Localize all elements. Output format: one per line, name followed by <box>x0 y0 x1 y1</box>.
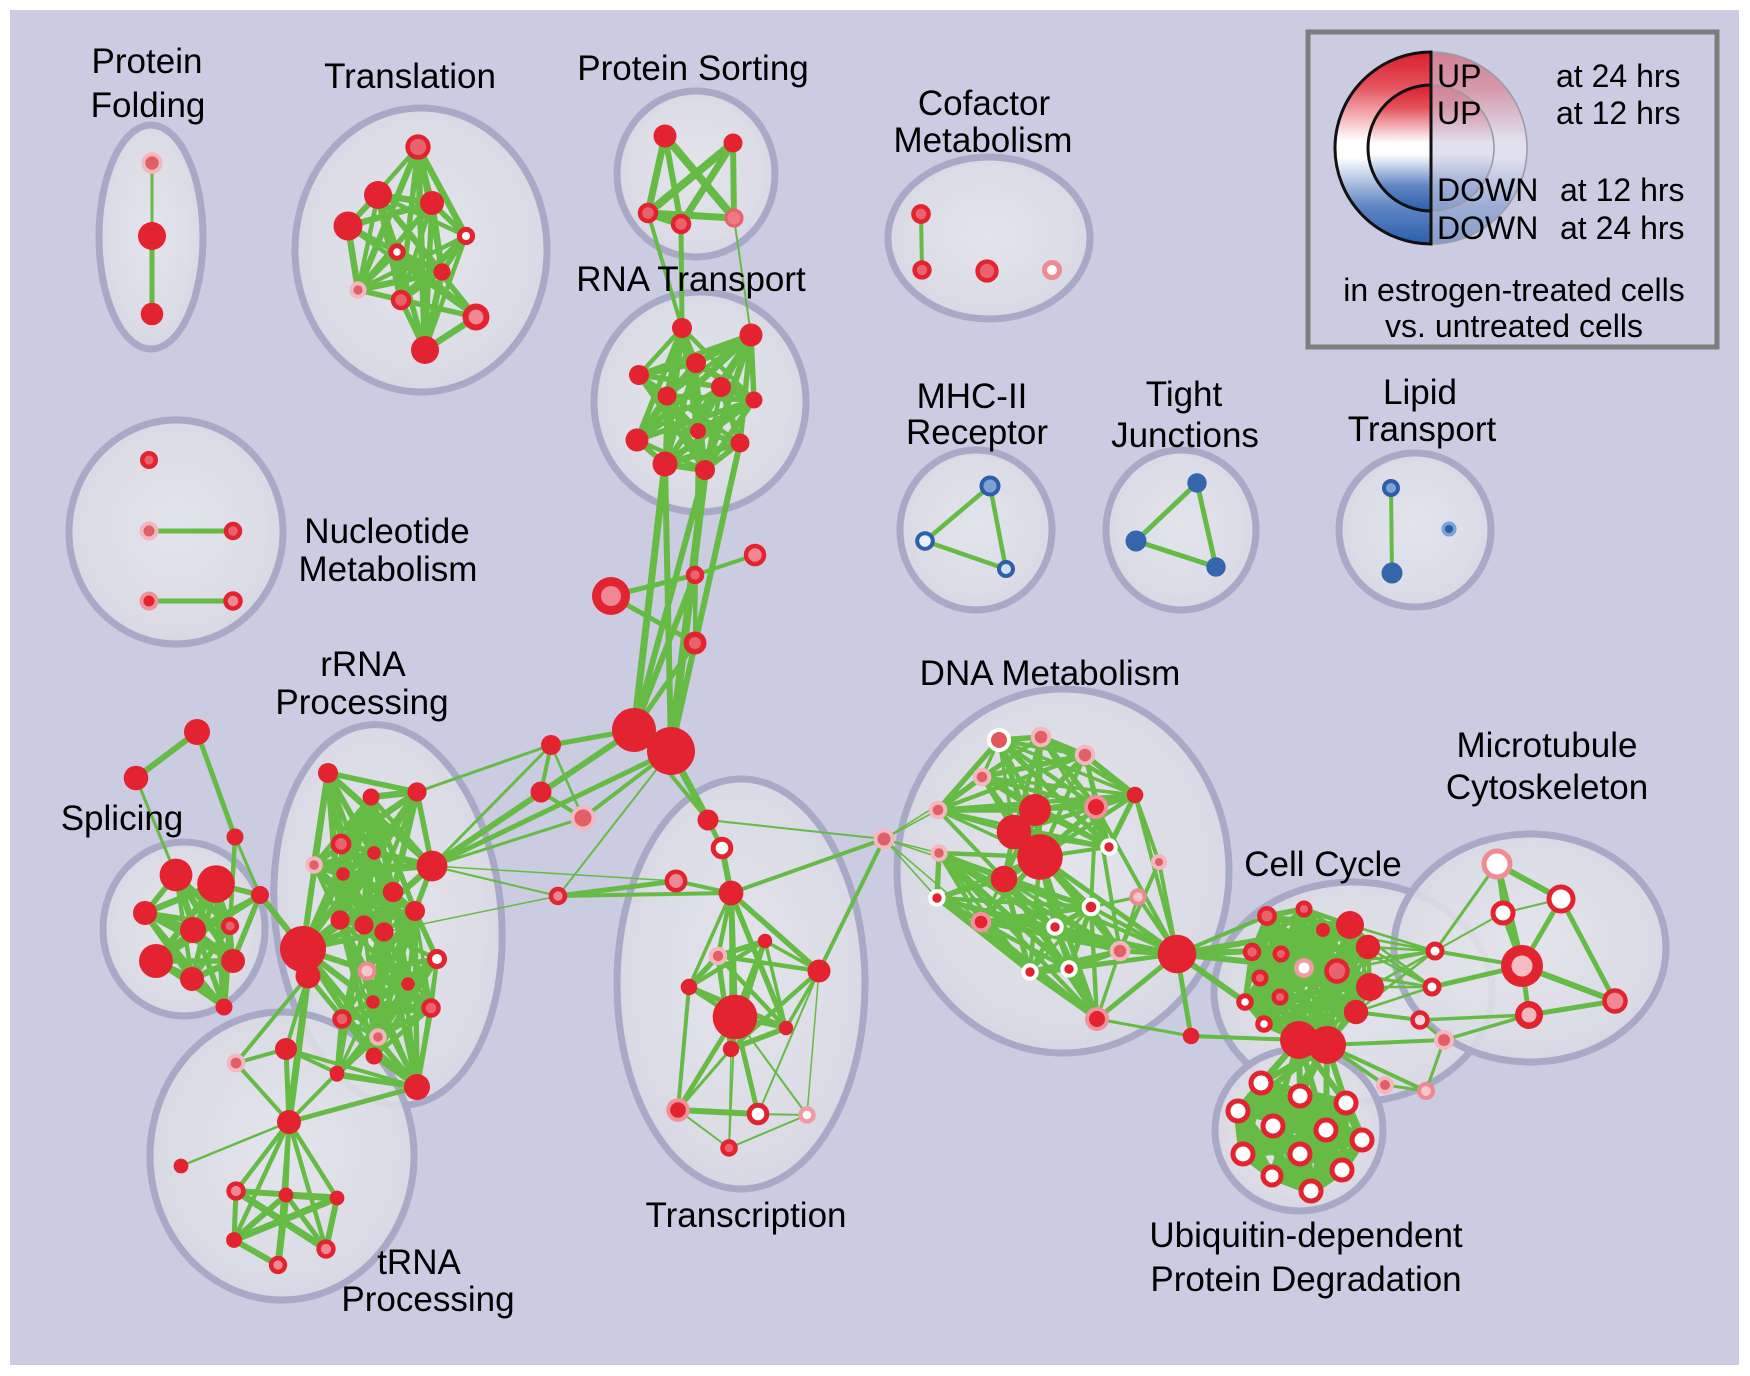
svg-text:DOWN: DOWN <box>1437 172 1538 208</box>
svg-text:Transcription: Transcription <box>646 1196 847 1235</box>
svg-text:Metabolism: Metabolism <box>894 121 1073 160</box>
svg-text:DNA Metabolism: DNA Metabolism <box>920 654 1181 693</box>
svg-text:at 24 hrs: at 24 hrs <box>1556 58 1681 94</box>
svg-text:Protein Degradation: Protein Degradation <box>1150 1260 1461 1299</box>
svg-text:Cell Cycle: Cell Cycle <box>1244 845 1402 884</box>
svg-text:in estrogen-treated cells: in estrogen-treated cells <box>1343 272 1685 308</box>
svg-text:Metabolism: Metabolism <box>299 550 478 589</box>
svg-text:tRNA: tRNA <box>377 1243 461 1282</box>
svg-text:Microtubule: Microtubule <box>1457 726 1638 765</box>
svg-text:at 24 hrs: at 24 hrs <box>1560 210 1685 246</box>
svg-text:at 12 hrs: at 12 hrs <box>1556 95 1681 131</box>
svg-text:DOWN: DOWN <box>1437 210 1538 246</box>
svg-text:at 12 hrs: at 12 hrs <box>1560 172 1685 208</box>
svg-text:rRNA: rRNA <box>320 645 406 684</box>
svg-text:UP: UP <box>1437 58 1481 94</box>
svg-text:RNA Transport: RNA Transport <box>576 260 806 299</box>
svg-text:Translation: Translation <box>324 57 496 96</box>
svg-text:Processing: Processing <box>341 1280 514 1319</box>
svg-text:vs. untreated cells: vs. untreated cells <box>1385 308 1643 344</box>
svg-text:Cytoskeleton: Cytoskeleton <box>1446 768 1648 807</box>
svg-text:Folding: Folding <box>91 86 206 125</box>
svg-text:Processing: Processing <box>275 683 448 722</box>
svg-text:Lipid: Lipid <box>1383 373 1457 412</box>
svg-text:Splicing: Splicing <box>61 799 184 838</box>
svg-text:Receptor: Receptor <box>906 413 1048 452</box>
svg-text:Protein: Protein <box>92 42 203 81</box>
svg-text:MHC-II: MHC-II <box>917 377 1028 416</box>
svg-text:Tight: Tight <box>1146 375 1223 414</box>
svg-text:Cofactor: Cofactor <box>918 84 1051 123</box>
svg-text:Nucleotide: Nucleotide <box>304 512 469 551</box>
svg-text:Transport: Transport <box>1348 410 1497 449</box>
svg-text:Junctions: Junctions <box>1111 416 1259 455</box>
svg-text:Protein Sorting: Protein Sorting <box>577 49 809 88</box>
svg-text:Ubiquitin-dependent: Ubiquitin-dependent <box>1149 1216 1463 1255</box>
svg-text:UP: UP <box>1437 95 1481 131</box>
